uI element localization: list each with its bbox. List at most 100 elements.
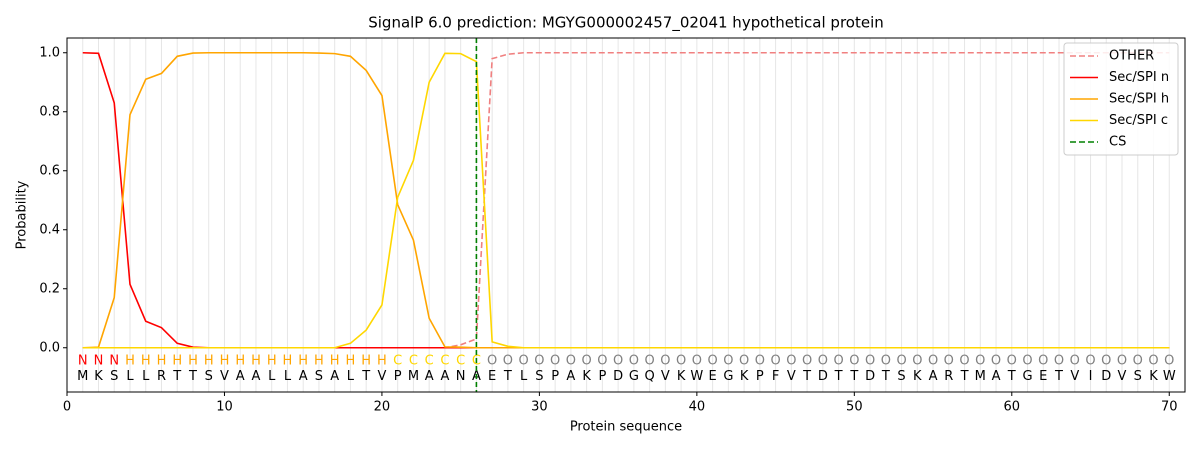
residue-label: O	[1148, 354, 1158, 369]
residue: V	[787, 369, 796, 384]
residue-label: O	[959, 354, 969, 369]
residue-label: O	[660, 354, 670, 369]
legend-label: CS	[1109, 135, 1126, 150]
residue-label: O	[723, 354, 733, 369]
residue-label: O	[975, 354, 985, 369]
residue-label: H	[361, 354, 371, 369]
residue-label: O	[519, 354, 529, 369]
residue: W	[1163, 369, 1176, 384]
residue: T	[802, 369, 811, 384]
x-tick-label: 0	[63, 400, 71, 415]
residue: T	[1054, 369, 1063, 384]
residue-label: O	[770, 354, 780, 369]
residue: A	[330, 369, 339, 384]
residue-label: O	[582, 354, 592, 369]
y-tick-label: 1.0	[39, 45, 60, 60]
y-tick-label: 0.4	[39, 222, 60, 237]
x-tick-label: 70	[1161, 400, 1178, 415]
residue-label: C	[409, 354, 418, 369]
residue: D	[865, 369, 875, 384]
residue: P	[551, 369, 559, 384]
residue-label: H	[377, 354, 387, 369]
residue-label: O	[786, 354, 796, 369]
x-axis-label: Protein sequence	[570, 420, 682, 435]
residue-label: C	[393, 354, 402, 369]
residue: T	[188, 369, 197, 384]
residue-label: O	[550, 354, 560, 369]
x-tick-label: 20	[374, 400, 391, 415]
residue-label: H	[204, 354, 214, 369]
residue-label: H	[283, 354, 293, 369]
x-tick-label: 30	[531, 400, 548, 415]
residue-label: O	[849, 354, 859, 369]
residue: T	[1007, 369, 1016, 384]
residue-label: O	[613, 354, 623, 369]
residue: N	[456, 369, 466, 384]
legend-label: Sec/SPI h	[1109, 92, 1169, 107]
residue: A	[566, 369, 575, 384]
chart-title: SignalP 6.0 prediction: MGYG000002457_02…	[368, 14, 884, 33]
residue-label: O	[739, 354, 749, 369]
residue: M	[77, 369, 88, 384]
residue-label: H	[141, 354, 151, 369]
residue: A	[440, 369, 449, 384]
residue: S	[110, 369, 118, 384]
residue-label: O	[503, 354, 513, 369]
residue-label: O	[991, 354, 1001, 369]
residue: L	[268, 369, 276, 384]
residue: K	[677, 369, 686, 384]
residue-label: O	[1085, 354, 1095, 369]
residue-label: O	[944, 354, 954, 369]
residue-label: O	[487, 354, 497, 369]
plot-frame	[66, 37, 1186, 393]
residue: L	[347, 369, 355, 384]
residue: D	[818, 369, 828, 384]
residue-label: H	[314, 354, 324, 369]
residue: S	[897, 369, 905, 384]
x-tick-label: 60	[1004, 400, 1021, 415]
residue-label: O	[676, 354, 686, 369]
y-tick-label: 0.0	[39, 340, 60, 355]
residue-label: O	[818, 354, 828, 369]
residue-label: O	[881, 354, 891, 369]
residue: S	[535, 369, 543, 384]
residue-label: H	[330, 354, 340, 369]
series-line	[82, 51, 1170, 349]
residue-label: H	[346, 354, 356, 369]
residue-label: O	[566, 354, 576, 369]
residue-label: O	[645, 354, 655, 369]
residue-label: O	[1054, 354, 1064, 369]
x-tick-label: 50	[846, 400, 863, 415]
residue-label: O	[755, 354, 765, 369]
residue: T	[849, 369, 858, 384]
residue: I	[1089, 369, 1093, 384]
residue-label: H	[157, 354, 167, 369]
residue: K	[740, 369, 749, 384]
residue: A	[425, 369, 434, 384]
residue: L	[126, 369, 134, 384]
residue: A	[236, 369, 245, 384]
y-tick-label: 0.6	[39, 163, 60, 178]
residue: V	[1070, 369, 1079, 384]
series-line	[82, 52, 1170, 349]
residue: S	[205, 369, 213, 384]
residue-label: O	[1117, 354, 1127, 369]
residue: L	[284, 369, 292, 384]
legend-box	[1063, 42, 1179, 156]
legend-label: Sec/SPI c	[1109, 113, 1168, 128]
residue: L	[142, 369, 150, 384]
y-axis-label: Probability	[15, 180, 30, 249]
residue: A	[929, 369, 938, 384]
residue: P	[756, 369, 764, 384]
residue-label: H	[172, 354, 182, 369]
residue: M	[408, 369, 419, 384]
residue-label: O	[1070, 354, 1080, 369]
residue-label: H	[125, 354, 135, 369]
residue: D	[1101, 369, 1111, 384]
y-tick-label: 0.8	[39, 104, 60, 119]
residue-label: O	[707, 354, 717, 369]
residue: G	[1022, 369, 1032, 384]
residue-label: H	[220, 354, 230, 369]
residue-label: N	[109, 354, 119, 369]
residue-label: O	[833, 354, 843, 369]
